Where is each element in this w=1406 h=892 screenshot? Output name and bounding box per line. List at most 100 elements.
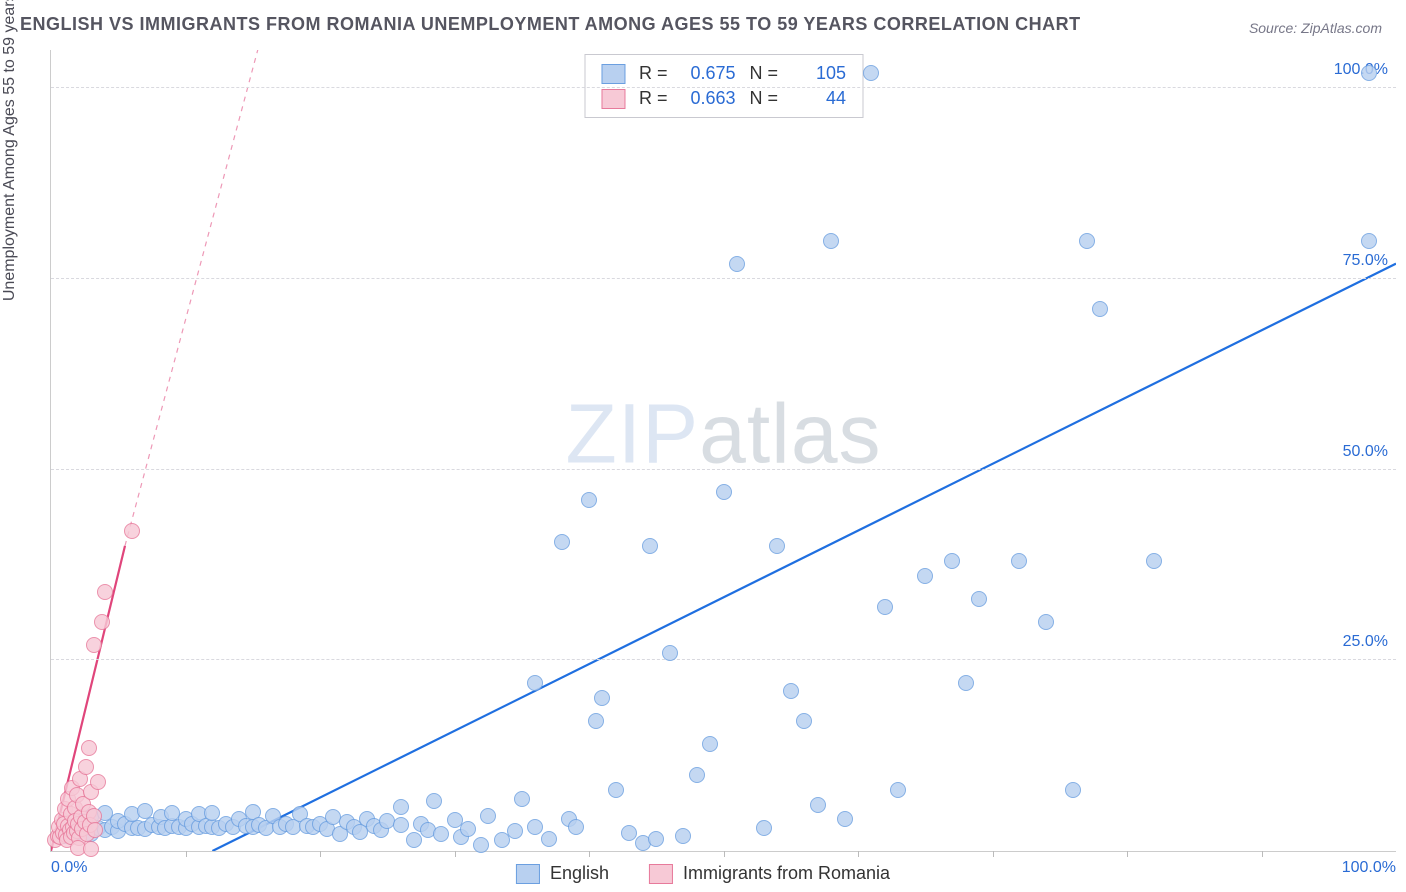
watermark-part1: ZIP — [565, 387, 699, 481]
legend-swatch — [516, 864, 540, 884]
data-point — [648, 831, 664, 847]
data-point — [877, 599, 893, 615]
gridline — [51, 278, 1396, 279]
data-point — [662, 645, 678, 661]
data-point — [473, 837, 489, 853]
gridline — [51, 87, 1396, 88]
x-tick — [589, 851, 590, 857]
source-attribution: Source: ZipAtlas.com — [1249, 20, 1382, 36]
data-point — [1361, 65, 1377, 81]
data-point — [716, 484, 732, 500]
data-point — [675, 828, 691, 844]
data-point — [863, 65, 879, 81]
x-tick — [858, 851, 859, 857]
x-tick — [320, 851, 321, 857]
legend-N-value: 44 — [792, 88, 846, 109]
trend-line-extrapolated — [125, 50, 401, 546]
legend-R-value: 0.663 — [682, 88, 736, 109]
data-point — [756, 820, 772, 836]
legend-R-label: R = — [639, 88, 668, 109]
data-point — [433, 826, 449, 842]
legend-swatch — [649, 864, 673, 884]
data-point — [729, 256, 745, 272]
y-axis-label: Unemployment Among Ages 55 to 59 years — [1, 0, 19, 301]
x-axis-min-label: 0.0% — [51, 859, 87, 877]
data-point — [514, 791, 530, 807]
data-point — [642, 538, 658, 554]
data-point — [1011, 553, 1027, 569]
y-tick-label: 50.0% — [1343, 443, 1388, 461]
data-point — [890, 782, 906, 798]
data-point — [124, 523, 140, 539]
y-tick-label: 75.0% — [1343, 252, 1388, 270]
data-point — [594, 690, 610, 706]
data-point — [1079, 233, 1095, 249]
data-point — [810, 797, 826, 813]
data-point — [796, 713, 812, 729]
data-point — [689, 767, 705, 783]
data-point — [554, 534, 570, 550]
data-point — [426, 793, 442, 809]
data-point — [87, 822, 103, 838]
x-tick — [1127, 851, 1128, 857]
data-point — [1065, 782, 1081, 798]
data-point — [460, 821, 476, 837]
data-point — [541, 831, 557, 847]
trend-line — [212, 264, 1396, 851]
x-tick — [724, 851, 725, 857]
data-point — [527, 675, 543, 691]
data-point — [783, 683, 799, 699]
legend-swatch — [601, 64, 625, 84]
data-point — [1092, 301, 1108, 317]
data-point — [83, 841, 99, 857]
data-point — [1146, 553, 1162, 569]
gridline — [51, 469, 1396, 470]
chart-plot-area: ZIPatlas R =0.675N =105R =0.663N =44 0.0… — [50, 50, 1396, 852]
x-tick — [186, 851, 187, 857]
legend-series-label: English — [550, 863, 609, 884]
gridline — [51, 659, 1396, 660]
data-point — [702, 736, 718, 752]
data-point — [393, 799, 409, 815]
data-point — [588, 713, 604, 729]
data-point — [1361, 233, 1377, 249]
data-point — [81, 740, 97, 756]
data-point — [971, 591, 987, 607]
legend-R-label: R = — [639, 63, 668, 84]
x-axis-max-label: 100.0% — [1342, 859, 1396, 877]
data-point — [78, 759, 94, 775]
legend-series: English Immigrants from Romania — [516, 863, 890, 884]
legend-N-label: N = — [750, 63, 779, 84]
data-point — [837, 811, 853, 827]
data-point — [769, 538, 785, 554]
data-point — [507, 823, 523, 839]
legend-N-label: N = — [750, 88, 779, 109]
data-point — [568, 819, 584, 835]
legend-correlation-box: R = 0.675 N = 105 R = 0.663 N = 44 — [584, 54, 863, 118]
data-point — [1038, 614, 1054, 630]
legend-N-value: 105 — [792, 63, 846, 84]
data-point — [581, 492, 597, 508]
legend-series-label: Immigrants from Romania — [683, 863, 890, 884]
legend-R-value: 0.675 — [682, 63, 736, 84]
data-point — [90, 774, 106, 790]
x-tick — [455, 851, 456, 857]
data-point — [94, 614, 110, 630]
y-tick-label: 25.0% — [1343, 633, 1388, 651]
data-point — [86, 637, 102, 653]
legend-series-item: Immigrants from Romania — [649, 863, 890, 884]
watermark-part2: atlas — [699, 387, 881, 481]
data-point — [97, 584, 113, 600]
data-point — [944, 553, 960, 569]
legend-correlation-row: R = 0.663 N = 44 — [601, 86, 846, 111]
data-point — [480, 808, 496, 824]
data-point — [527, 819, 543, 835]
x-tick — [993, 851, 994, 857]
legend-swatch — [601, 89, 625, 109]
legend-correlation-row: R = 0.675 N = 105 — [601, 61, 846, 86]
data-point — [393, 817, 409, 833]
legend-series-item: English — [516, 863, 609, 884]
x-tick — [1262, 851, 1263, 857]
trend-lines-layer — [51, 50, 1396, 851]
data-point — [823, 233, 839, 249]
